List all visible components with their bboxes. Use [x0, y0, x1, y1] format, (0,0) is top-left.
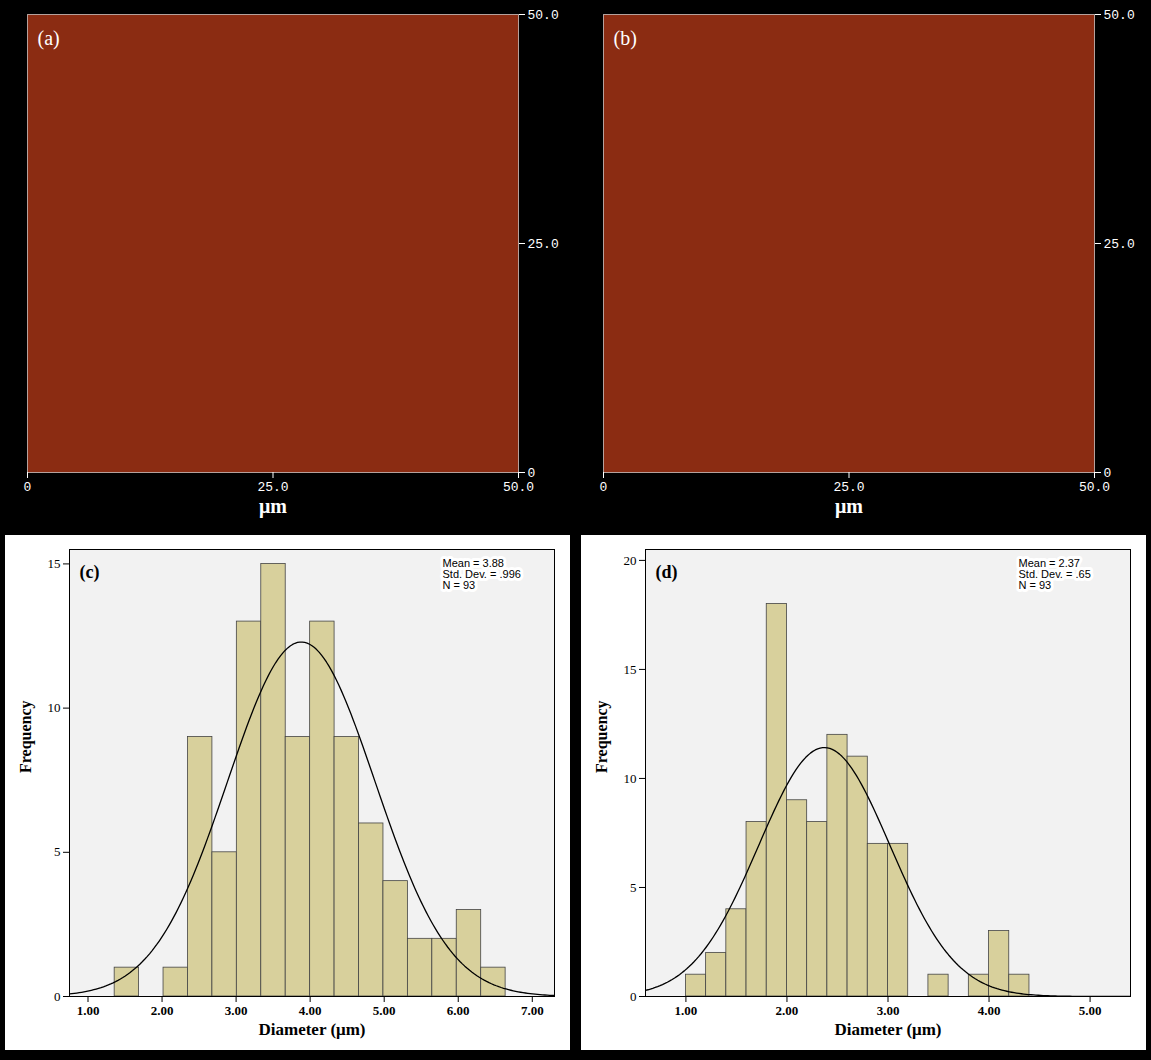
svg-text:0: 0 [24, 480, 32, 495]
svg-text:0: 0 [528, 466, 536, 481]
svg-text:3.00: 3.00 [876, 1003, 899, 1018]
svg-text:Mean = 2.37Std. Dev. = .65N =: Mean = 2.37Std. Dev. = .65N = 93 [1018, 557, 1090, 591]
svg-text:0: 0 [54, 989, 61, 1004]
svg-text:0: 0 [630, 989, 637, 1004]
svg-text:5.00: 5.00 [1078, 1003, 1101, 1018]
svg-text:Frequency: Frequency [17, 700, 35, 773]
svg-text:10: 10 [48, 700, 61, 715]
svg-text:5: 5 [54, 844, 61, 859]
svg-text:25.0: 25.0 [1103, 237, 1134, 252]
svg-text:15: 15 [48, 556, 61, 571]
svg-text:15: 15 [623, 662, 636, 677]
svg-text:2.00: 2.00 [775, 1003, 798, 1018]
svg-text:50.0: 50.0 [503, 480, 534, 495]
svg-text:25.0: 25.0 [258, 480, 289, 495]
svg-text:5.00: 5.00 [373, 1003, 396, 1018]
svg-text:50.0: 50.0 [528, 8, 559, 23]
svg-text:2.00: 2.00 [151, 1003, 174, 1018]
svg-text:(a): (a) [38, 27, 60, 50]
svg-text:4.00: 4.00 [299, 1003, 322, 1018]
svg-text:0: 0 [1103, 466, 1111, 481]
svg-text:(d): (d) [655, 562, 677, 583]
svg-text:0: 0 [599, 480, 607, 495]
svg-text:Mean = 3.88Std. Dev. = .996N =: Mean = 3.88Std. Dev. = .996N = 93 [443, 557, 521, 591]
svg-text:20: 20 [623, 553, 636, 568]
svg-text:1.00: 1.00 [674, 1003, 697, 1018]
svg-text:7.00: 7.00 [521, 1003, 544, 1018]
svg-text:Frequency: Frequency [592, 700, 610, 773]
svg-text:(c): (c) [80, 562, 100, 583]
svg-text:25.0: 25.0 [833, 480, 864, 495]
svg-text:1.00: 1.00 [77, 1003, 100, 1018]
svg-text:50.0: 50.0 [1103, 8, 1134, 23]
svg-text:Diameter (μm): Diameter (μm) [834, 1020, 941, 1039]
svg-text:6.00: 6.00 [447, 1003, 470, 1018]
svg-text:10: 10 [623, 771, 636, 786]
svg-text:μm: μm [835, 495, 863, 518]
svg-text:4.00: 4.00 [977, 1003, 1000, 1018]
svg-text:25.0: 25.0 [528, 237, 559, 252]
svg-text:(b): (b) [613, 27, 636, 50]
svg-text:50.0: 50.0 [1079, 480, 1110, 495]
svg-text:μm: μm [259, 495, 287, 518]
svg-text:Diameter (μm): Diameter (μm) [259, 1020, 366, 1039]
svg-text:3.00: 3.00 [225, 1003, 248, 1018]
svg-text:5: 5 [630, 880, 637, 895]
